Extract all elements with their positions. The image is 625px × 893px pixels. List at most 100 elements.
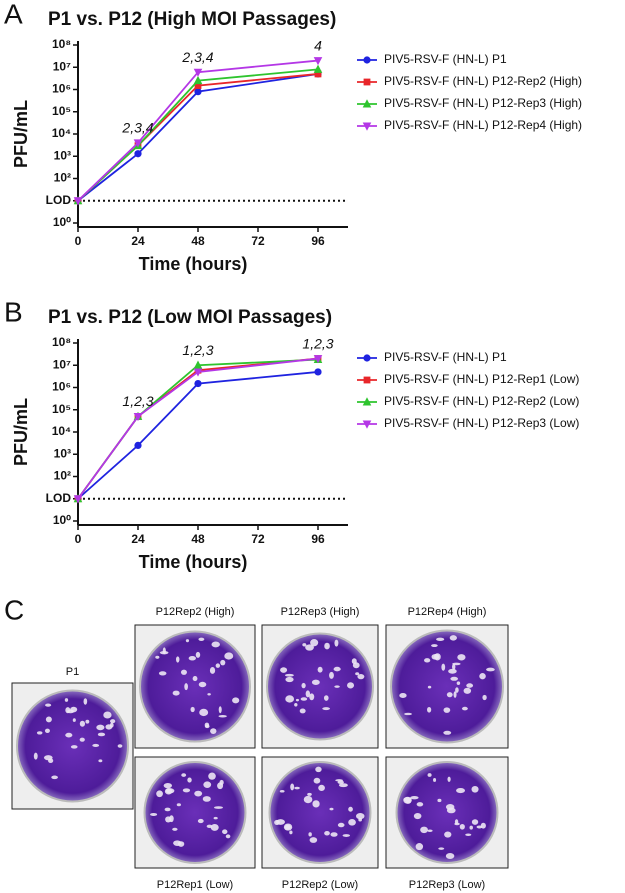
plaque: [444, 831, 452, 838]
plaque: [338, 783, 348, 788]
plaque: [310, 639, 319, 647]
plate-label: P12Rep1 (Low): [157, 879, 233, 891]
y-axis-label: PFU/mL: [11, 100, 31, 168]
plaque: [172, 690, 180, 696]
plaque: [446, 692, 453, 698]
marker: [134, 150, 142, 158]
plaque: [324, 642, 330, 650]
marker: [193, 75, 203, 85]
plaque: [83, 698, 88, 705]
marker: [363, 354, 371, 362]
series-line: [77, 68, 319, 202]
plaque: [447, 776, 451, 782]
plaque: [172, 827, 178, 831]
plaque: [211, 641, 220, 648]
annotation: 4: [314, 37, 322, 53]
marker: [363, 78, 371, 86]
plaque: [198, 681, 207, 688]
plaque: [355, 672, 360, 676]
y-tick-label: 10⁶: [52, 82, 71, 96]
plaque: [173, 840, 182, 846]
plaque: [33, 752, 38, 760]
plaque: [333, 666, 341, 672]
plaque: [459, 823, 465, 830]
x-tick-label: 48: [191, 532, 205, 546]
plaque: [334, 685, 340, 688]
y-tick-label: 10⁰: [53, 215, 71, 229]
plate: P12Rep4 (High): [385, 606, 509, 749]
plate-label: P12Rep2 (High): [156, 606, 235, 618]
plaque: [202, 796, 211, 802]
plaque: [415, 843, 424, 851]
plaque: [181, 773, 187, 777]
plaque: [67, 709, 75, 714]
plaque: [222, 829, 228, 835]
plate: P12Rep1 (Low): [134, 756, 256, 891]
plaque: [225, 834, 231, 839]
plaque: [431, 644, 438, 648]
plaque: [294, 786, 300, 790]
plaque: [322, 707, 331, 711]
plaque: [279, 789, 285, 793]
marker: [193, 360, 203, 369]
legend-label: PIV5-RSV-F (HN-L) P1: [384, 52, 507, 66]
legend-label: PIV5-RSV-F (HN-L) P12-Rep2 (Low): [384, 394, 579, 408]
plaque: [48, 758, 54, 763]
x-tick-label: 0: [75, 532, 82, 546]
marker: [363, 56, 371, 64]
plaque: [210, 823, 219, 831]
plate-label: P1: [66, 666, 79, 678]
plaque: [300, 697, 308, 701]
plaque: [207, 693, 211, 696]
plaque: [450, 676, 458, 681]
plaque: [176, 803, 181, 807]
plaque: [456, 787, 466, 794]
plaque: [79, 720, 86, 727]
plaque: [289, 830, 293, 835]
plate: P12Rep3 (High): [261, 606, 379, 749]
annotation: 2,3,4: [121, 120, 153, 136]
plaque: [347, 682, 355, 689]
plaque: [309, 693, 315, 701]
plaque: [219, 779, 224, 786]
plaque: [454, 822, 460, 826]
marker: [313, 57, 323, 66]
plaque: [185, 639, 190, 643]
plaque: [294, 703, 298, 707]
plaque: [399, 693, 407, 698]
marker: [73, 495, 83, 504]
plaque: [197, 818, 204, 824]
dish: [143, 761, 247, 864]
x-tick-label: 48: [191, 234, 205, 248]
plaque: [330, 832, 338, 837]
plaque: [480, 822, 486, 829]
y-tick-label: LOD: [46, 491, 72, 505]
plaque: [301, 682, 306, 689]
plaque: [215, 663, 221, 668]
plaque: [486, 667, 495, 672]
marker: [313, 64, 323, 73]
plate: P1: [11, 666, 134, 810]
x-tick-label: 96: [311, 234, 325, 248]
plaque: [158, 671, 167, 676]
plaque: [110, 719, 116, 724]
annotation: 1,2,3: [302, 335, 333, 351]
plaque: [295, 698, 299, 702]
y-tick-label: 10⁷: [53, 59, 71, 73]
legend-label: PIV5-RSV-F (HN-L) P12-Rep1 (Low): [384, 372, 579, 386]
plaque: [96, 724, 105, 731]
y-tick-label: 10⁴: [52, 126, 71, 140]
plaque: [433, 778, 437, 782]
plaque: [427, 706, 432, 713]
plaque: [299, 708, 306, 714]
plaque: [420, 826, 428, 834]
y-tick-label: 10⁸: [52, 37, 71, 51]
plaque: [51, 775, 58, 780]
plaque: [424, 658, 431, 663]
plaque: [103, 711, 112, 719]
marker: [194, 82, 202, 89]
plaque: [117, 744, 123, 748]
plaque: [410, 796, 419, 800]
annotation: 2,3,4: [181, 49, 213, 65]
y-axis-label: PFU/mL: [11, 398, 31, 466]
